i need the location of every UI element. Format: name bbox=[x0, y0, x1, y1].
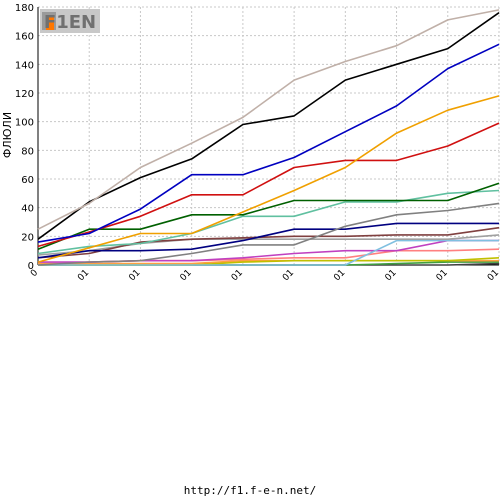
footer-url[interactable]: http://f1.f-e-n.net/ bbox=[183, 484, 317, 497]
y-tick-label: 160 bbox=[15, 32, 34, 43]
series-line bbox=[37, 202, 500, 266]
series-line bbox=[37, 43, 500, 243]
y-tick-label: 0 bbox=[28, 261, 34, 272]
x-tick-label: 0 bbox=[29, 268, 40, 279]
x-tick-label: 01 bbox=[486, 268, 500, 283]
series-line bbox=[37, 226, 500, 259]
y-tick-label: 20 bbox=[21, 232, 34, 243]
f1en-logo: F1EN bbox=[40, 6, 100, 36]
series-line bbox=[37, 12, 500, 240]
series-line bbox=[38, 239, 499, 266]
x-tick-label: 01 bbox=[281, 268, 296, 283]
series-lines bbox=[37, 9, 500, 266]
y-tick-label: 40 bbox=[21, 204, 34, 215]
y-tick-label: 100 bbox=[15, 118, 34, 129]
y-axis: 0 20 40 60 80 100 120 140 160 180 bbox=[15, 3, 39, 272]
x-tick-label: 01 bbox=[332, 268, 347, 283]
x-tick-label: 01 bbox=[230, 268, 245, 283]
x-tick-label: 01 bbox=[384, 268, 399, 283]
y-axis-label: ФЛЮЛИ bbox=[1, 112, 14, 158]
x-tick-label: 01 bbox=[435, 268, 450, 283]
x-tick-label: 01 bbox=[76, 268, 91, 283]
series-line bbox=[37, 95, 500, 263]
y-tick-label: 60 bbox=[21, 175, 34, 186]
y-tick-label: 140 bbox=[15, 60, 34, 71]
y-tick-label: 120 bbox=[15, 89, 34, 100]
series-line bbox=[37, 9, 500, 230]
series-line bbox=[37, 122, 500, 248]
series-line bbox=[37, 222, 499, 259]
svg-text:F1EN: F1EN bbox=[44, 12, 96, 33]
x-tick-label: 01 bbox=[179, 268, 194, 283]
series-line bbox=[37, 189, 500, 255]
x-axis: 0 01 01 01 01 01 01 01 01 01 bbox=[29, 264, 500, 283]
x-tick-label: 01 bbox=[127, 268, 142, 283]
series-line bbox=[37, 182, 500, 250]
y-tick-label: 180 bbox=[15, 3, 34, 14]
y-tick-label: 80 bbox=[21, 146, 34, 157]
